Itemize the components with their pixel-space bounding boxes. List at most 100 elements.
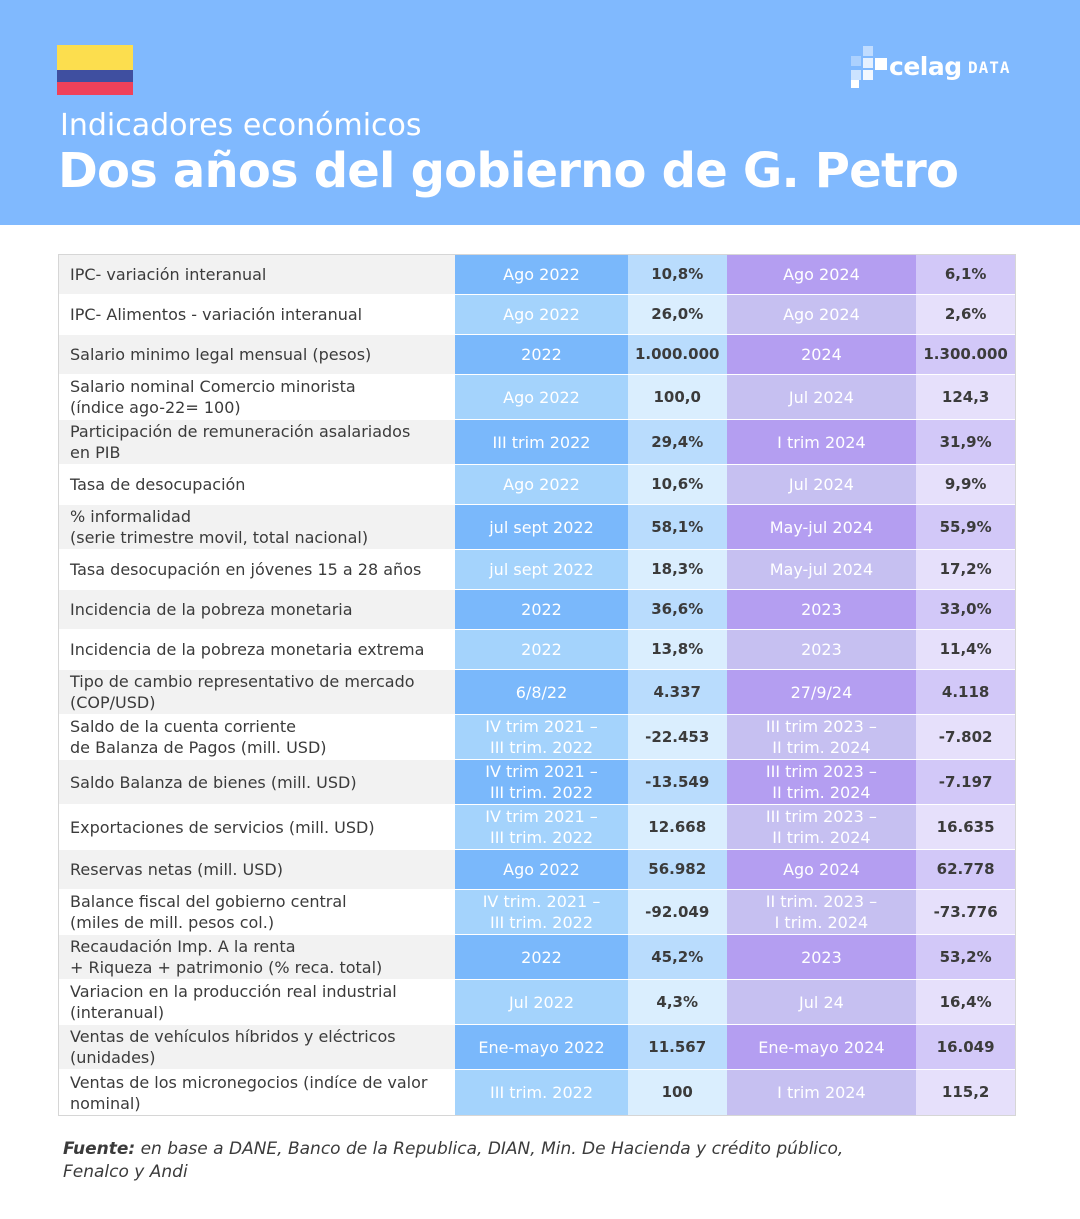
value-2024: 6,1%	[916, 255, 1016, 294]
value-2022: 10,8%	[627, 255, 727, 294]
period-2024: 27/9/24	[726, 670, 917, 714]
row-label: Salario nominal Comercio minorista (índi…	[59, 375, 456, 419]
table-row: Incidencia de la pobreza monetaria 2022 36…	[59, 590, 1016, 630]
value-2024: 33,0%	[916, 590, 1016, 629]
value-2024: 9,9%	[916, 465, 1016, 504]
value-2022: -13.549	[627, 760, 727, 804]
header-banner: celag DATA Indicadores económicos Dos añ…	[0, 0, 1080, 225]
value-2024: 124,3	[916, 375, 1016, 419]
celag-data-logo: celag DATA	[851, 46, 1021, 88]
row-label: IPC- Alimentos - variación interanual	[59, 295, 456, 334]
value-2022: 56.982	[627, 850, 727, 889]
value-2022: 58,1%	[627, 505, 727, 549]
value-2022: 1.000.000	[627, 335, 727, 374]
period-2024: Jul 2024	[726, 375, 917, 419]
table-row: IPC- variación interanual Ago 2022 10,8% Ag…	[59, 255, 1016, 295]
table-row: IPC- Alimentos - variación interanual Ago…	[59, 295, 1016, 335]
value-2024: 11,4%	[916, 630, 1016, 669]
period-2022: 2022	[455, 590, 628, 629]
logo-wordmark: celag	[889, 52, 962, 81]
table-row: Variacion en la producción real industri…	[59, 980, 1016, 1025]
value-2022: 18,3%	[627, 550, 727, 589]
period-2022: IV trim 2021 – III trim. 2022	[455, 805, 628, 849]
value-2024: -7.197	[916, 760, 1016, 804]
page-subtitle: Indicadores económicos	[60, 108, 422, 143]
table-row: Reservas netas (mill. USD) Ago 2022 56.982…	[59, 850, 1016, 890]
value-2022: 100,0	[627, 375, 727, 419]
period-2022: Ago 2022	[455, 255, 628, 294]
row-label: Variacion en la producción real industri…	[59, 980, 456, 1024]
pixel-logo-icon	[851, 46, 889, 88]
value-2024: 31,9%	[916, 420, 1016, 464]
period-2022: 2022	[455, 630, 628, 669]
row-label: Ventas de los micronegocios (indíce de v…	[59, 1070, 456, 1115]
row-label: IPC- variación interanual	[59, 255, 456, 294]
value-2024: -73.776	[916, 890, 1016, 934]
row-label: % informalidad (serie trimestre movil, t…	[59, 505, 456, 549]
value-2022: 100	[627, 1070, 727, 1115]
period-2022: IV trim 2021 – III trim. 2022	[455, 760, 628, 804]
row-label: Balance fiscal del gobierno central (mil…	[59, 890, 456, 934]
colombia-flag-icon	[57, 45, 133, 95]
period-2024: III trim 2023 – II trim. 2024	[726, 760, 917, 804]
period-2024: May-jul 2024	[726, 505, 917, 549]
table-row: Balance fiscal del gobierno central (mil…	[59, 890, 1016, 935]
period-2024: Ago 2024	[726, 255, 917, 294]
period-2022: 2022	[455, 335, 628, 374]
indicators-table: IPC- variación interanual Ago 2022 10,8% Ag…	[58, 254, 1016, 1116]
period-2024: 2023	[726, 935, 917, 979]
table-row: Tipo de cambio representativo de mercado…	[59, 670, 1016, 715]
period-2024: Ene-mayo 2024	[726, 1025, 917, 1069]
table-row: Tasa de desocupación Ago 2022 10,6% Jul 202…	[59, 465, 1016, 505]
period-2022: IV trim 2021 – III trim. 2022	[455, 715, 628, 759]
table-row: Participación de remuneración asalariado…	[59, 420, 1016, 465]
source-text: en base a DANE, Banco de la Republica, D…	[63, 1139, 844, 1182]
period-2022: jul sept 2022	[455, 550, 628, 589]
value-2022: 4,3%	[627, 980, 727, 1024]
table-row: Ventas de vehículos híbridos y eléctrico…	[59, 1025, 1016, 1070]
period-2022: Jul 2022	[455, 980, 628, 1024]
period-2022: Ene-mayo 2022	[455, 1025, 628, 1069]
table-row: Ventas de los micronegocios (indíce de v…	[59, 1070, 1016, 1115]
table-row: Incidencia de la pobreza monetaria extre…	[59, 630, 1016, 670]
value-2022: 12.668	[627, 805, 727, 849]
period-2024: 2023	[726, 590, 917, 629]
row-label: Reservas netas (mill. USD)	[59, 850, 456, 889]
period-2022: III trim 2022	[455, 420, 628, 464]
value-2024: 4.118	[916, 670, 1016, 714]
value-2024: 1.300.000	[916, 335, 1016, 374]
period-2024: Jul 2024	[726, 465, 917, 504]
row-label: Saldo Balanza de bienes (mill. USD)	[59, 760, 456, 804]
value-2022: 10,6%	[627, 465, 727, 504]
period-2022: jul sept 2022	[455, 505, 628, 549]
value-2024: -7.802	[916, 715, 1016, 759]
table-row: Saldo Balanza de bienes (mill. USD) IV tr…	[59, 760, 1016, 805]
value-2024: 55,9%	[916, 505, 1016, 549]
row-label: Saldo de la cuenta corriente de Balanza …	[59, 715, 456, 759]
value-2022: 29,4%	[627, 420, 727, 464]
period-2024: 2023	[726, 630, 917, 669]
row-label: Tasa desocupación en jóvenes 15 a 28 año…	[59, 550, 456, 589]
period-2024: II trim. 2023 – I trim. 2024	[726, 890, 917, 934]
period-2024: 2024	[726, 335, 917, 374]
table-row: % informalidad (serie trimestre movil, t…	[59, 505, 1016, 550]
period-2024: III trim 2023 – II trim. 2024	[726, 805, 917, 849]
value-2022: 45,2%	[627, 935, 727, 979]
value-2022: 11.567	[627, 1025, 727, 1069]
table-row: Salario minimo legal mensual (pesos) 2022…	[59, 335, 1016, 375]
value-2024: 16.635	[916, 805, 1016, 849]
period-2022: IV trim. 2021 – III trim. 2022	[455, 890, 628, 934]
value-2024: 53,2%	[916, 935, 1016, 979]
value-2022: -22.453	[627, 715, 727, 759]
period-2022: III trim. 2022	[455, 1070, 628, 1115]
period-2024: I trim 2024	[726, 420, 917, 464]
period-2022: Ago 2022	[455, 850, 628, 889]
source-label: Fuente:	[63, 1139, 136, 1159]
period-2024: Ago 2024	[726, 850, 917, 889]
value-2022: 13,8%	[627, 630, 727, 669]
period-2024: Ago 2024	[726, 295, 917, 334]
row-label: Incidencia de la pobreza monetaria	[59, 590, 456, 629]
table-row: Recaudación Imp. A la renta + Riqueza + …	[59, 935, 1016, 980]
table-row: Tasa desocupación en jóvenes 15 a 28 año…	[59, 550, 1016, 590]
table-row: Exportaciones de servicios (mill. USD) IV…	[59, 805, 1016, 850]
